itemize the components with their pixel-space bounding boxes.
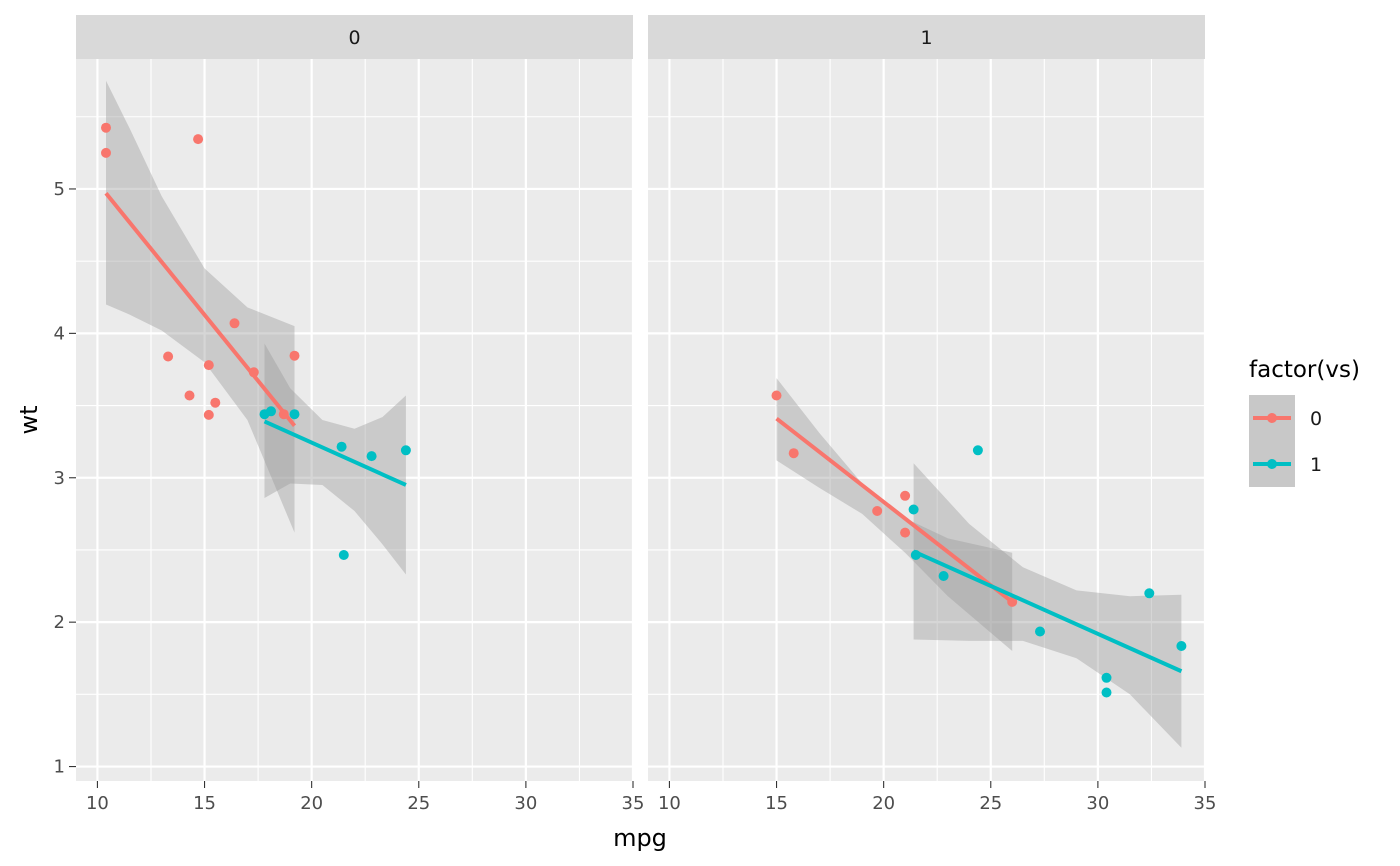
panel-background	[648, 59, 1205, 781]
legend-keys: 01	[1249, 395, 1322, 487]
x-tick-label: 25	[979, 793, 1002, 814]
data-point-1	[1035, 626, 1045, 637]
panel-background	[76, 59, 633, 781]
data-point-1	[1144, 588, 1155, 599]
panel-0: 0	[76, 15, 635, 781]
data-point-0	[203, 409, 214, 420]
fit-line-1	[263, 419, 407, 487]
facet-strip-label: 1	[920, 27, 932, 49]
y-tick-label: 4	[54, 323, 65, 344]
x-tick-label: 30	[514, 793, 537, 814]
panel-1: 1	[648, 15, 1207, 781]
data-point-0	[193, 134, 204, 145]
confidence-band-1	[264, 343, 406, 575]
y-tick-label: 3	[54, 468, 65, 489]
x-tick-label: 20	[300, 793, 323, 814]
legend-entry-0: 0	[1249, 395, 1322, 441]
data-point-0	[101, 147, 111, 158]
x-tick-label: 20	[872, 793, 895, 814]
data-point-0	[101, 122, 111, 133]
data-point-0	[229, 318, 240, 329]
data-point-1	[336, 441, 347, 452]
data-point-1	[908, 504, 919, 515]
data-point-1	[1101, 687, 1112, 698]
data-point-1	[289, 409, 300, 420]
fit-line-1	[912, 549, 1183, 674]
data-point-1	[972, 445, 983, 456]
data-point-1	[938, 571, 949, 581]
legend-entry-1: 1	[1249, 441, 1322, 487]
x-tick-label: 30	[1086, 793, 1109, 814]
y-tick-label: 1	[54, 757, 65, 778]
data-point-0	[900, 490, 911, 501]
legend-key-point	[1267, 459, 1277, 469]
x-axis-title: mpg	[613, 824, 667, 852]
fit-line-0	[775, 416, 1014, 604]
x-tick-label: 35	[622, 793, 645, 814]
x-tick-label: 15	[765, 793, 788, 814]
data-point-0	[210, 397, 221, 408]
data-point-1	[338, 550, 349, 560]
data-point-1	[400, 445, 411, 456]
data-point-0	[289, 350, 300, 361]
data-point-0	[900, 527, 911, 538]
data-point-0	[163, 351, 174, 362]
data-point-0	[184, 390, 195, 401]
data-point-1	[1101, 672, 1112, 683]
data-point-1	[1176, 641, 1187, 651]
legend-label: 1	[1310, 454, 1322, 476]
data-point-1	[266, 406, 276, 417]
data-point-1	[366, 451, 377, 462]
axes: 10 15 20 25 30 35 10 15 20 25 30 35 1 2 3 4 5	[54, 179, 1217, 814]
fit-line-0	[104, 192, 297, 428]
legend: factor(vs) 01	[1249, 357, 1360, 487]
x-tick-label: 35	[1194, 793, 1217, 814]
data-point-0	[872, 506, 883, 516]
legend-key-point	[1267, 413, 1277, 423]
legend-label: 0	[1310, 408, 1322, 430]
x-tick-label: 10	[658, 793, 681, 814]
confidence-band-1	[913, 463, 1182, 748]
facet-strip	[648, 15, 1205, 59]
facet-strip-label: 0	[348, 27, 360, 49]
x-tick-label: 25	[407, 793, 430, 814]
legend-title: factor(vs)	[1249, 357, 1360, 383]
x-tick-label: 10	[86, 793, 109, 814]
data-point-0	[203, 360, 214, 371]
y-tick-label: 2	[54, 612, 65, 633]
y-axis-title: wt	[15, 405, 43, 434]
x-tick-label: 15	[193, 793, 216, 814]
facet-strip	[76, 15, 633, 59]
data-point-0	[771, 390, 782, 401]
data-point-0	[788, 448, 799, 459]
y-tick-label: 5	[54, 179, 65, 200]
confidence-band-0	[776, 378, 1013, 651]
